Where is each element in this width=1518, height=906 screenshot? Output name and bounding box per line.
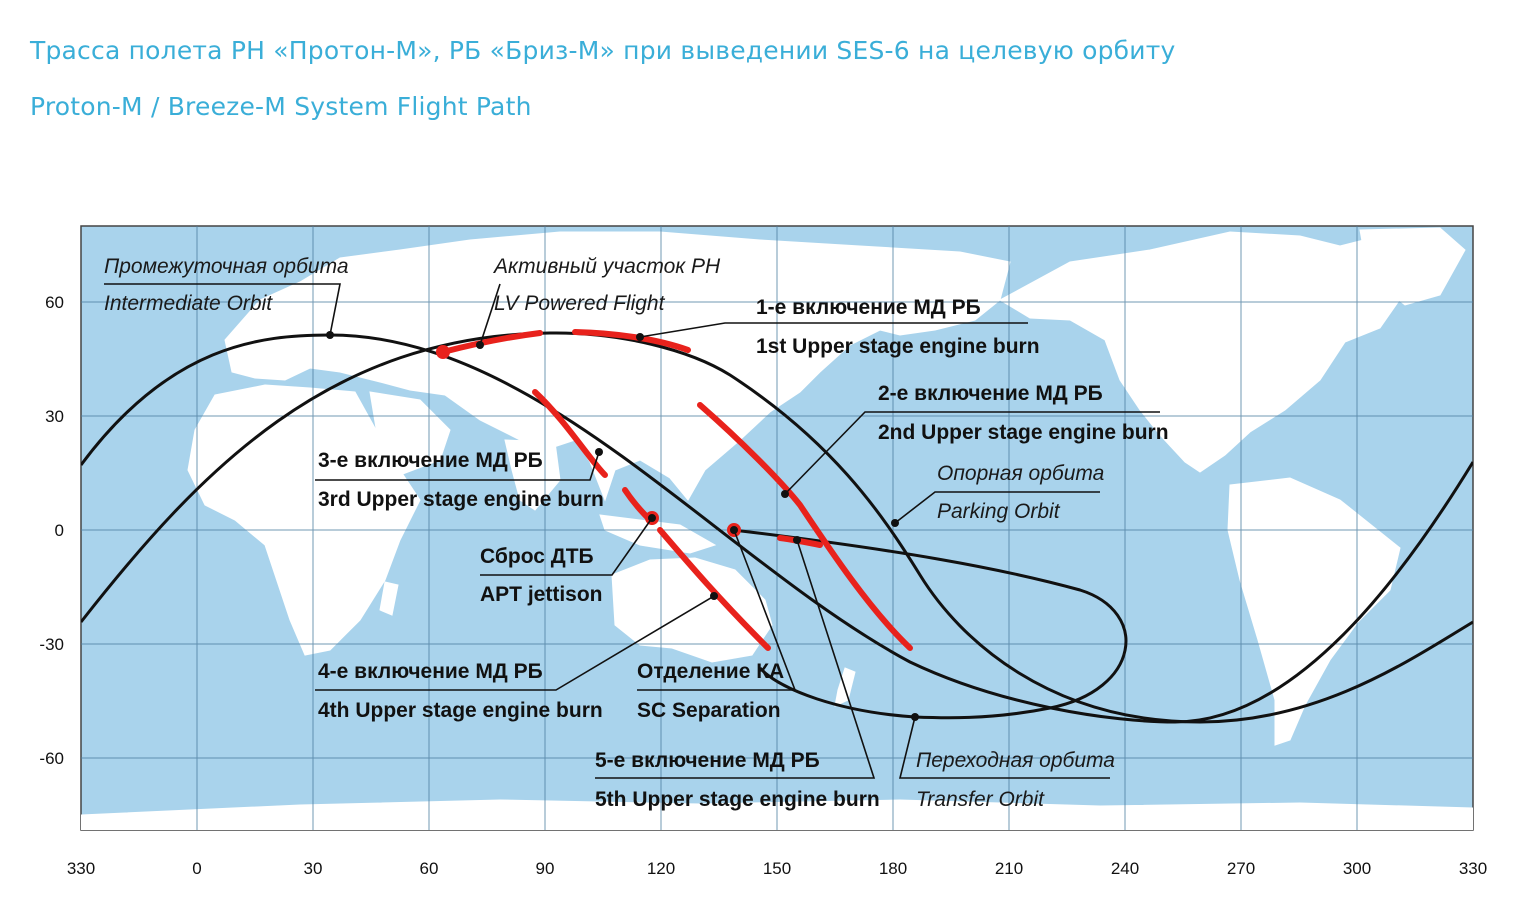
- label-burn3-en: 3rd Upper stage engine burn: [318, 488, 604, 511]
- label-burn1-ru: 1-е включение МД РБ: [756, 296, 981, 319]
- land-eurasia: [224, 231, 1011, 502]
- x-tick: 30: [304, 859, 323, 878]
- graticule: [81, 226, 1473, 830]
- leader-burn2: [784, 411, 1160, 495]
- label-burn1-en: 1st Upper stage engine burn: [756, 335, 1040, 358]
- land-india: [504, 439, 561, 511]
- title-en: Proton-M / Breeze-M System Flight Path: [30, 92, 532, 121]
- label-burn4-en: 4th Upper stage engine burn: [318, 699, 603, 722]
- leader-sep: [637, 529, 797, 691]
- x-axis-ticks: 330 0 30 60 90 120 150 180 210 240 270 3…: [67, 859, 1487, 878]
- lv-powered-flight-segment: [440, 330, 543, 355]
- burn2-segment: [697, 402, 913, 651]
- label-burn2-ru: 2-е включение МД РБ: [878, 382, 1103, 405]
- y-axis-ticks: 60 30 0 -30 -60: [39, 293, 64, 768]
- x-tick: 330: [1459, 859, 1487, 878]
- title-ru: Трасса полета РН «Протон-М», РБ «Бриз-М»…: [30, 36, 1176, 65]
- leader-powered: [479, 283, 501, 346]
- x-tick: 60: [420, 859, 439, 878]
- label-burn4-ru: 4-е включение МД РБ: [318, 660, 543, 683]
- label-sep-en: SC Separation: [637, 699, 781, 722]
- label-intermediate-ru: Промежуточная орбита: [104, 255, 349, 278]
- label-parking-ru: Опорная орбита: [937, 462, 1104, 485]
- annotations: Промежуточная орбита Intermediate Orbit …: [104, 255, 1169, 811]
- leader-parking: [894, 491, 1100, 524]
- label-parking-en: Parking Orbit: [937, 500, 1061, 523]
- land-greenland: [1359, 227, 1466, 306]
- y-tick: -30: [39, 635, 64, 654]
- label-apt-ru: Сброс ДТБ: [480, 545, 594, 568]
- label-burn3-ru: 3-е включение МД РБ: [318, 449, 543, 472]
- transfer-orbit-track: [732, 528, 1128, 720]
- y-tick: 60: [45, 293, 64, 312]
- intermediate-orbit-track: [81, 333, 1473, 724]
- label-burn2-en: 2nd Upper stage engine burn: [878, 421, 1169, 444]
- x-tick: 210: [995, 859, 1023, 878]
- launch-point-icon: [436, 345, 450, 359]
- land-africa: [187, 384, 421, 656]
- y-tick: 30: [45, 407, 64, 426]
- label-powered-ru: Активный участок РН: [492, 255, 721, 278]
- label-intermediate-en: Intermediate Orbit: [104, 292, 273, 315]
- label-powered-en: LV Powered Flight: [494, 292, 666, 315]
- x-tick: 0: [192, 859, 201, 878]
- label-transfer-ru: Переходная орбита: [916, 749, 1115, 772]
- y-tick: -60: [39, 749, 64, 768]
- label-burn5-en: 5th Upper stage engine burn: [595, 788, 880, 811]
- leader-burn5: [595, 539, 876, 779]
- label-sep-ru: Отделение КА: [637, 660, 784, 683]
- x-tick: 120: [647, 859, 675, 878]
- x-tick: 180: [879, 859, 907, 878]
- leader-transfer: [898, 716, 1110, 779]
- x-tick: 300: [1343, 859, 1371, 878]
- leader-lines: [104, 283, 1160, 779]
- land-madagascar: [379, 581, 399, 616]
- x-tick: 330: [67, 859, 95, 878]
- x-tick: 150: [763, 859, 791, 878]
- ground-tracks: [81, 331, 1473, 724]
- burn3-segment: [532, 389, 608, 478]
- land-north-america: [998, 231, 1441, 473]
- leader-burn1: [639, 322, 1028, 338]
- x-tick: 90: [536, 859, 555, 878]
- leader-burn4: [315, 595, 715, 691]
- leader-burn3: [315, 451, 600, 481]
- parking-orbit-track: [81, 331, 1473, 724]
- burn5-segment: [777, 535, 823, 548]
- label-apt-en: APT jettison: [480, 583, 603, 606]
- x-tick: 240: [1111, 859, 1139, 878]
- leader-apt: [480, 517, 653, 576]
- label-transfer-en: Transfer Orbit: [916, 788, 1045, 811]
- leader-intermediate: [104, 283, 341, 336]
- label-burn5-ru: 5-е включение МД РБ: [595, 749, 820, 772]
- y-tick: 0: [55, 521, 64, 540]
- x-tick: 270: [1227, 859, 1255, 878]
- burn4-segment: [657, 527, 771, 651]
